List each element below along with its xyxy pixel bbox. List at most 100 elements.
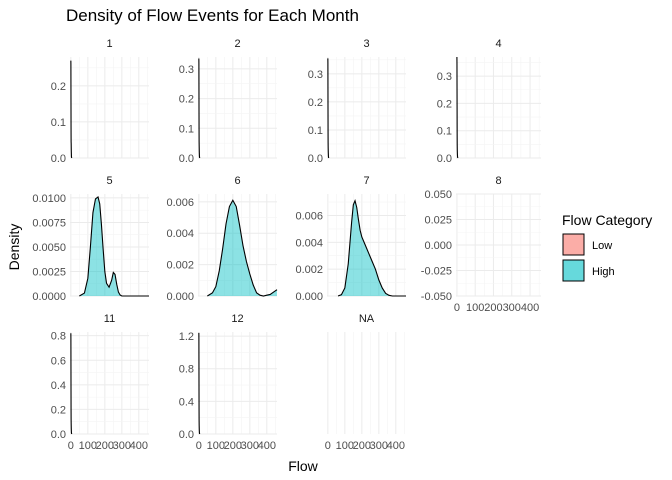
facet-panels: 1 0.0 0.1 0.2 2 0.0 0.1 0.2 0.3 3 0.0 0.1 0.2 0.3 4 0.0… — [32, 38, 541, 452]
legend-label: High — [592, 266, 615, 278]
x-tick-label: 0 — [68, 440, 74, 452]
density-area-high — [79, 196, 149, 296]
x-tick-label: 400 — [130, 440, 148, 452]
panel-strip-label: 7 — [363, 175, 369, 187]
density-line-high — [79, 195, 149, 297]
y-axis-title: Density — [6, 224, 22, 271]
y-tick-label: 0.4 — [179, 396, 194, 408]
panel-3: 3 0.0 0.1 0.2 0.3 — [308, 38, 406, 165]
y-tick-label: 0.2 — [308, 97, 323, 109]
y-tick-label: 0.2 — [51, 404, 66, 416]
panel-8: 8 -0.050 -0.025 0.000 0.025 0.050 0 100 200 300 40… — [421, 175, 541, 314]
y-tick-label: 0.050 — [424, 189, 452, 201]
legend-swatch — [562, 233, 585, 256]
panel-strip-label: 12 — [231, 313, 243, 325]
y-tick-label: 0.1 — [179, 123, 194, 135]
legend-entry-high: High — [562, 259, 615, 282]
y-tick-label: 0.000 — [424, 240, 452, 252]
x-tick-label: 100 — [207, 440, 225, 452]
y-tick-label: 0.0 — [51, 429, 66, 441]
y-tick-label: 0.3 — [437, 71, 452, 83]
x-tick-label: 200 — [96, 440, 114, 452]
chart-title: Density of Flow Events for Each Month — [66, 6, 359, 25]
y-tick-label: 0.002 — [166, 260, 194, 272]
panel-7: 7 0.000 0.002 0.004 0.006 — [295, 175, 406, 303]
x-axis-title: Flow — [288, 458, 318, 474]
x-tick-label: 200 — [484, 302, 502, 314]
panel-5: 5 0.0000 0.0025 0.0050 0.0075 0.0100 — [32, 175, 149, 303]
density-line-low — [456, 56, 459, 159]
y-tick-label: 0.2 — [179, 94, 194, 106]
panel-1: 1 0.0 0.1 0.2 — [51, 38, 149, 165]
legend-swatch — [562, 259, 585, 282]
panel-strip-label: 6 — [234, 175, 240, 187]
panel-strip-label: 3 — [363, 38, 369, 50]
panel-strip-label: 1 — [106, 38, 112, 50]
y-tick-label: 0.4 — [51, 380, 66, 392]
y-tick-label: 0.004 — [166, 228, 194, 240]
legend-entry-low: Low — [562, 233, 612, 256]
y-tick-label: 0.0050 — [32, 242, 66, 254]
legend-title: Flow Category — [562, 212, 652, 228]
y-tick-label: 0.2 — [51, 81, 66, 93]
y-tick-label: 0.2 — [437, 98, 452, 110]
y-tick-label: 0.0 — [179, 153, 194, 165]
y-tick-label: 0.025 — [424, 215, 452, 227]
density-line-low — [198, 332, 201, 435]
y-tick-label: 0.1 — [51, 117, 66, 129]
y-tick-label: 0.3 — [179, 64, 194, 76]
x-tick-label: 300 — [241, 440, 259, 452]
x-tick-label: 100 — [466, 302, 484, 314]
y-tick-label: 0.0025 — [32, 266, 66, 278]
y-tick-label: 0.1 — [308, 125, 323, 137]
y-tick-label: 0.006 — [295, 210, 323, 222]
panel-strip-label: 11 — [104, 313, 115, 325]
x-tick-label: 300 — [503, 302, 521, 314]
panel-strip-label: NA — [359, 313, 375, 325]
density-area-high — [207, 200, 277, 296]
x-tick-label: 0 — [196, 440, 202, 452]
density-line-high — [207, 199, 278, 297]
y-tick-label: 0.0 — [308, 153, 323, 165]
y-tick-label: 0.0075 — [32, 217, 66, 229]
y-tick-label: 0.8 — [179, 364, 194, 376]
panel-2: 2 0.0 0.1 0.2 0.3 — [179, 38, 277, 165]
y-tick-label: 0.0 — [437, 153, 452, 165]
y-tick-label: -0.025 — [421, 266, 452, 278]
y-tick-label: 0.1 — [437, 126, 452, 138]
x-tick-label: 200 — [353, 440, 371, 452]
x-tick-label: 400 — [387, 440, 405, 452]
y-tick-label: 0.0 — [51, 153, 66, 165]
x-tick-label: 100 — [336, 440, 354, 452]
y-tick-label: 0.000 — [295, 291, 323, 303]
legend-label: Low — [592, 240, 612, 252]
x-tick-label: 300 — [370, 440, 388, 452]
density-line-low — [327, 58, 330, 159]
y-tick-label: 0.8 — [51, 331, 66, 343]
panel-4: 4 0.0 0.1 0.2 0.3 — [437, 38, 541, 165]
density-area-high — [338, 200, 406, 296]
x-tick-label: 0 — [454, 302, 460, 314]
y-tick-label: 0.0100 — [32, 193, 66, 205]
density-line-low — [198, 58, 201, 159]
x-tick-label: 300 — [113, 440, 131, 452]
y-tick-label: 0.002 — [295, 264, 323, 276]
panel-6: 6 0.000 0.002 0.004 0.006 — [166, 175, 278, 303]
panel-strip-label: 4 — [495, 38, 501, 50]
x-tick-label: 200 — [224, 440, 242, 452]
legend-entries: Low High — [562, 233, 615, 282]
y-tick-label: 0.004 — [295, 237, 323, 249]
density-line-high — [337, 198, 406, 297]
x-tick-label: 400 — [521, 302, 539, 314]
y-tick-label: 0.000 — [166, 291, 194, 303]
x-tick-label: 0 — [325, 440, 331, 452]
y-tick-label: 0.006 — [166, 197, 194, 209]
y-tick-label: 0.0000 — [32, 291, 66, 303]
legend: Flow Category Low High — [562, 212, 652, 282]
density-line-low — [70, 333, 73, 435]
y-tick-label: 0.0 — [179, 429, 194, 441]
x-tick-label: 100 — [79, 440, 97, 452]
y-tick-label: 0.3 — [308, 69, 323, 81]
